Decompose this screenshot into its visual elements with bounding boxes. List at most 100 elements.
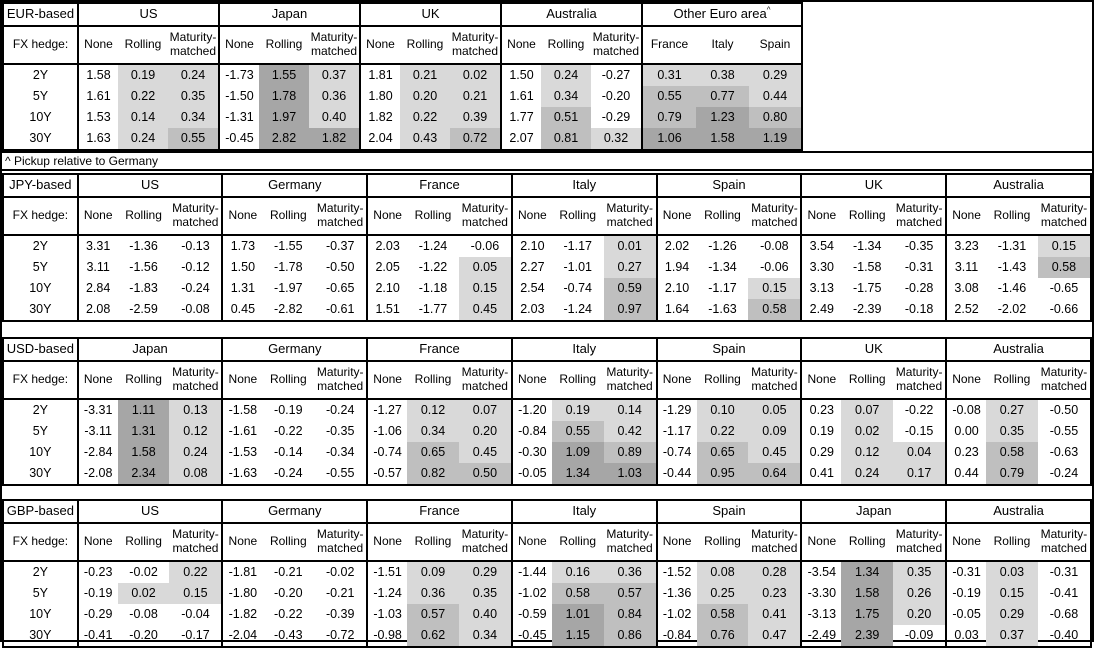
value-cell: -0.14: [274, 445, 303, 460]
value-cell: -0.74: [563, 281, 593, 296]
value-cell: -1.03: [366, 604, 408, 625]
value-cell: 0.23: [748, 583, 803, 604]
value-cell: -0.57: [366, 463, 408, 485]
value-cell: 0.09: [748, 421, 803, 442]
value-cell: 2.27: [510, 257, 552, 278]
value-cell: 3.08: [945, 278, 987, 299]
base-currency-label: GBP-based: [3, 500, 79, 524]
group-header-italy: Italy: [510, 174, 658, 198]
value-cell: -0.22: [893, 399, 948, 421]
value-cell: 3.11: [945, 257, 987, 278]
value-cell: -0.61: [314, 299, 369, 321]
value-cell: 0.29: [800, 442, 842, 463]
value-cell: 0.42: [603, 421, 658, 442]
value-cell: 1.50: [500, 64, 541, 86]
column-header: Maturity-matched: [893, 361, 948, 400]
footnote: ^ Pickup relative to Germany: [2, 151, 1092, 171]
value-cell: 0.15: [169, 583, 224, 604]
value-cell: 2.02: [655, 235, 697, 257]
value-cell: 0.24: [841, 463, 894, 485]
column-header: None: [800, 523, 842, 562]
value-cell: 2.08: [76, 299, 118, 321]
value-cell: 0.15: [748, 278, 803, 299]
value-cell: 0.40: [309, 107, 361, 128]
value-cell: -0.18: [893, 299, 948, 321]
column-header: Rolling: [118, 26, 168, 65]
maturity-label: 5Y: [3, 421, 79, 442]
value-cell: 0.95: [696, 463, 749, 485]
value-cell: 1.34: [551, 463, 604, 485]
table-row: 2Y 1.58 0.19 0.24 -1.73 1.55 0.37 1.81 0.21 0.02 1…: [3, 64, 803, 86]
value-cell: 0.45: [458, 299, 513, 321]
base-currency-label: USD-based: [3, 338, 79, 362]
value-cell: 0.38: [696, 64, 749, 86]
value-cell: 0.03: [945, 625, 987, 647]
value-cell: -1.17: [655, 421, 697, 442]
value-cell: -3.11: [76, 421, 118, 442]
value-cell: -0.63: [1037, 442, 1093, 463]
group-header-us: US: [76, 500, 224, 524]
value-cell: -1.55: [274, 239, 303, 254]
value-cell: 0.23: [945, 442, 987, 463]
value-cell: 1.53: [77, 107, 118, 128]
value-cell: 0.22: [400, 107, 450, 128]
group-header-row: EUR-based US Japan UK Australia Other Euro ar…: [3, 3, 803, 27]
value-cell: 1.61: [77, 86, 118, 107]
value-cell: 0.31: [641, 64, 696, 86]
column-header: Rolling: [841, 523, 894, 562]
fx-hedge-label: FX hedge:: [3, 26, 79, 65]
column-header: Rolling: [262, 197, 315, 236]
value-cell: -0.37: [314, 235, 369, 257]
value-cell: 0.41: [800, 463, 842, 485]
value-cell: 0.58: [696, 604, 749, 625]
table-row: 5Y 1.61 0.22 0.35 -1.50 1.78 0.36 1.80 0.20 0.21 1…: [3, 86, 803, 107]
value-cell: 0.57: [603, 583, 658, 604]
column-header: None: [221, 197, 263, 236]
group-header-japan: Japan: [218, 3, 361, 27]
value-cell: -1.97: [274, 281, 303, 296]
value-cell: -0.20: [129, 628, 158, 643]
value-cell: -1.44: [510, 561, 552, 583]
column-header: Rolling: [259, 26, 309, 65]
maturity-label: 5Y: [3, 86, 79, 107]
value-cell: 0.14: [603, 399, 658, 421]
value-cell: 0.89: [603, 442, 658, 463]
value-cell: 0.25: [696, 583, 749, 604]
maturity-label: 10Y: [3, 604, 79, 625]
column-header: Maturity-matched: [893, 197, 948, 236]
value-cell: 0.64: [748, 463, 803, 485]
value-cell: 0.08: [696, 561, 749, 583]
value-cell: -1.36: [129, 239, 158, 254]
value-cell: -1.58: [852, 260, 882, 275]
value-cell: 0.21: [450, 86, 502, 107]
value-cell: -1.81: [221, 561, 263, 583]
value-cell: 0.57: [407, 604, 459, 625]
column-header: Maturity-matched: [748, 523, 803, 562]
value-cell: 3.11: [76, 257, 118, 278]
column-header: Rolling: [117, 197, 170, 236]
column-header: Rolling: [262, 361, 315, 400]
column-header: Maturity-matched: [1037, 361, 1093, 400]
value-cell: -0.31: [893, 257, 948, 278]
table-row: 10Y 2.84 -1.83 -0.24 1.31 -1.97 -0.65 2.10 -1.18…: [3, 278, 1093, 299]
value-cell: 1.11: [117, 399, 170, 421]
group-header-uk: UK: [359, 3, 502, 27]
column-header: Rolling: [551, 523, 604, 562]
value-cell: -2.59: [129, 302, 158, 317]
value-cell: 0.41: [748, 604, 803, 625]
value-cell: -2.49: [800, 625, 842, 647]
column-header: Rolling: [407, 361, 459, 400]
value-cell: 0.24: [118, 128, 168, 150]
column-header: Maturity-matched: [591, 26, 643, 65]
value-cell: 0.51: [541, 107, 591, 128]
value-cell: -0.19: [274, 403, 303, 418]
column-header: Maturity-matched: [603, 197, 658, 236]
value-cell: -1.26: [708, 239, 737, 254]
column-header: Maturity-matched: [314, 523, 369, 562]
value-cell: 0.22: [169, 561, 224, 583]
value-cell: 0.03: [986, 561, 1038, 583]
value-cell: -1.06: [366, 421, 408, 442]
value-cell: 0.15: [1037, 235, 1093, 257]
value-cell: -1.24: [366, 583, 408, 604]
column-header: None: [655, 523, 697, 562]
